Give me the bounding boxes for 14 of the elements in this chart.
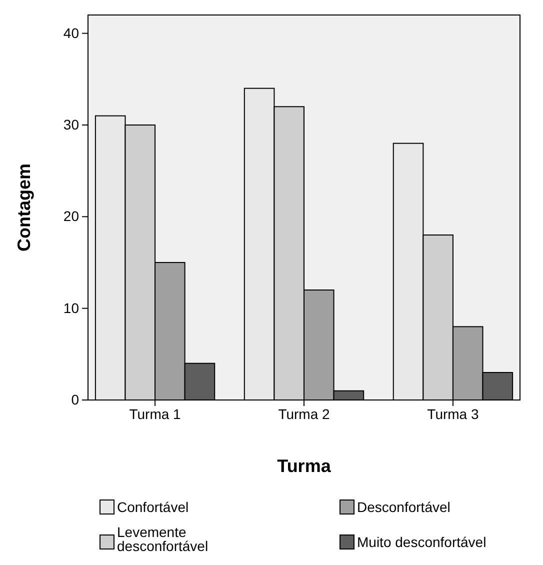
legend-label: Muito desconfortável <box>357 534 486 550</box>
x-tick-label: Turma 2 <box>278 406 330 422</box>
y-tick-label: 20 <box>63 208 80 224</box>
x-tick-label: Turma 3 <box>427 406 479 422</box>
x-tick-label: Turma 1 <box>129 406 182 422</box>
y-tick-label: 0 <box>71 391 80 408</box>
y-axis-title: Contagem <box>14 163 34 252</box>
legend-label: Confortável <box>117 499 189 515</box>
legend-label: Desconfortável <box>357 499 450 515</box>
y-tick-label: 10 <box>63 300 80 316</box>
x-axis-title: Turma <box>277 456 332 476</box>
y-tick-label: 40 <box>63 24 80 41</box>
legend-label: Levemente desconfortável <box>117 524 208 554</box>
y-tick-label: 30 <box>63 116 80 132</box>
